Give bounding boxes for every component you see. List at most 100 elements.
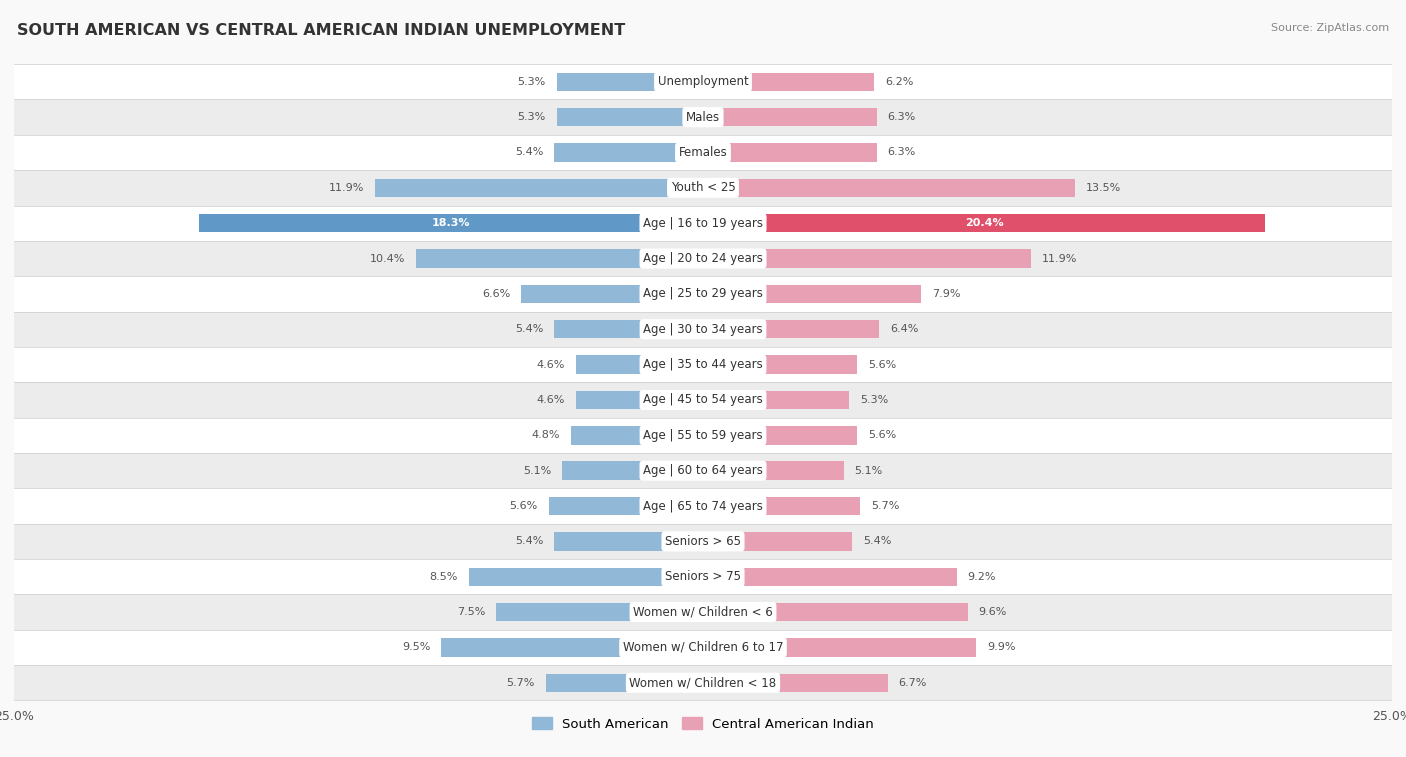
- Text: Age | 60 to 64 years: Age | 60 to 64 years: [643, 464, 763, 477]
- Text: 11.9%: 11.9%: [329, 183, 364, 193]
- Bar: [554, 143, 703, 162]
- Text: 9.6%: 9.6%: [979, 607, 1007, 617]
- Text: Age | 45 to 54 years: Age | 45 to 54 years: [643, 394, 763, 407]
- Bar: [703, 568, 956, 586]
- Bar: [14, 488, 1392, 524]
- Bar: [14, 594, 1392, 630]
- Text: 5.3%: 5.3%: [517, 76, 546, 87]
- Bar: [703, 356, 858, 374]
- Text: 5.3%: 5.3%: [860, 395, 889, 405]
- Text: 5.1%: 5.1%: [523, 466, 551, 475]
- Bar: [14, 630, 1392, 665]
- Bar: [14, 559, 1392, 594]
- Text: Females: Females: [679, 146, 727, 159]
- Text: SOUTH AMERICAN VS CENTRAL AMERICAN INDIAN UNEMPLOYMENT: SOUTH AMERICAN VS CENTRAL AMERICAN INDIA…: [17, 23, 626, 38]
- Bar: [703, 603, 967, 621]
- Text: 5.1%: 5.1%: [855, 466, 883, 475]
- Text: Age | 35 to 44 years: Age | 35 to 44 years: [643, 358, 763, 371]
- Text: Age | 65 to 74 years: Age | 65 to 74 years: [643, 500, 763, 512]
- Bar: [703, 391, 849, 409]
- Bar: [14, 64, 1392, 99]
- Bar: [703, 532, 852, 550]
- Text: 4.6%: 4.6%: [537, 360, 565, 369]
- Bar: [14, 418, 1392, 453]
- Bar: [703, 73, 875, 91]
- Text: 5.3%: 5.3%: [517, 112, 546, 122]
- Bar: [546, 674, 703, 692]
- Text: 9.5%: 9.5%: [402, 643, 430, 653]
- Text: 5.4%: 5.4%: [515, 537, 543, 547]
- Text: 4.6%: 4.6%: [537, 395, 565, 405]
- Bar: [703, 249, 1031, 268]
- Bar: [703, 108, 876, 126]
- Bar: [562, 462, 703, 480]
- Bar: [703, 462, 844, 480]
- Bar: [557, 108, 703, 126]
- Bar: [703, 320, 879, 338]
- Text: Age | 55 to 59 years: Age | 55 to 59 years: [643, 428, 763, 442]
- Bar: [548, 497, 703, 516]
- Bar: [554, 320, 703, 338]
- Text: 18.3%: 18.3%: [432, 218, 470, 228]
- Text: Age | 16 to 19 years: Age | 16 to 19 years: [643, 217, 763, 229]
- Text: 9.9%: 9.9%: [987, 643, 1015, 653]
- Text: 5.7%: 5.7%: [872, 501, 900, 511]
- Text: 7.5%: 7.5%: [457, 607, 485, 617]
- Text: 5.6%: 5.6%: [869, 360, 897, 369]
- Text: 9.2%: 9.2%: [967, 572, 995, 581]
- Bar: [14, 276, 1392, 312]
- Text: Seniors > 65: Seniors > 65: [665, 535, 741, 548]
- Text: Age | 30 to 34 years: Age | 30 to 34 years: [643, 322, 763, 336]
- Legend: South American, Central American Indian: South American, Central American Indian: [527, 712, 879, 736]
- Text: 4.8%: 4.8%: [531, 430, 560, 441]
- Text: 5.4%: 5.4%: [515, 324, 543, 335]
- Text: 5.6%: 5.6%: [509, 501, 537, 511]
- Bar: [576, 391, 703, 409]
- Text: Age | 25 to 29 years: Age | 25 to 29 years: [643, 288, 763, 301]
- Text: 6.2%: 6.2%: [884, 76, 914, 87]
- Text: 20.4%: 20.4%: [965, 218, 1004, 228]
- Text: Youth < 25: Youth < 25: [671, 182, 735, 195]
- Text: 11.9%: 11.9%: [1042, 254, 1077, 263]
- Bar: [14, 382, 1392, 418]
- Bar: [576, 356, 703, 374]
- Bar: [703, 674, 887, 692]
- Text: 7.9%: 7.9%: [932, 289, 960, 299]
- Bar: [557, 73, 703, 91]
- Text: 6.4%: 6.4%: [890, 324, 918, 335]
- Bar: [496, 603, 703, 621]
- Text: Seniors > 75: Seniors > 75: [665, 570, 741, 583]
- Bar: [416, 249, 703, 268]
- Bar: [703, 179, 1076, 197]
- Text: 5.4%: 5.4%: [515, 148, 543, 157]
- Text: 5.6%: 5.6%: [869, 430, 897, 441]
- Text: Males: Males: [686, 111, 720, 123]
- Text: 8.5%: 8.5%: [429, 572, 458, 581]
- Bar: [14, 347, 1392, 382]
- Bar: [703, 285, 921, 303]
- Bar: [703, 497, 860, 516]
- Text: 6.7%: 6.7%: [898, 678, 927, 688]
- Text: 5.4%: 5.4%: [863, 537, 891, 547]
- Text: 5.7%: 5.7%: [506, 678, 534, 688]
- Text: 10.4%: 10.4%: [370, 254, 405, 263]
- Text: 6.3%: 6.3%: [887, 112, 915, 122]
- Text: 13.5%: 13.5%: [1085, 183, 1122, 193]
- Bar: [375, 179, 703, 197]
- Bar: [14, 665, 1392, 700]
- Bar: [14, 453, 1392, 488]
- Bar: [198, 214, 703, 232]
- Bar: [554, 532, 703, 550]
- Text: Source: ZipAtlas.com: Source: ZipAtlas.com: [1271, 23, 1389, 33]
- Text: Women w/ Children < 6: Women w/ Children < 6: [633, 606, 773, 618]
- Bar: [14, 170, 1392, 205]
- Text: Women w/ Children 6 to 17: Women w/ Children 6 to 17: [623, 641, 783, 654]
- Bar: [571, 426, 703, 444]
- Bar: [14, 205, 1392, 241]
- Text: Unemployment: Unemployment: [658, 75, 748, 89]
- Bar: [14, 241, 1392, 276]
- Bar: [14, 312, 1392, 347]
- Text: 6.3%: 6.3%: [887, 148, 915, 157]
- Bar: [14, 524, 1392, 559]
- Bar: [703, 426, 858, 444]
